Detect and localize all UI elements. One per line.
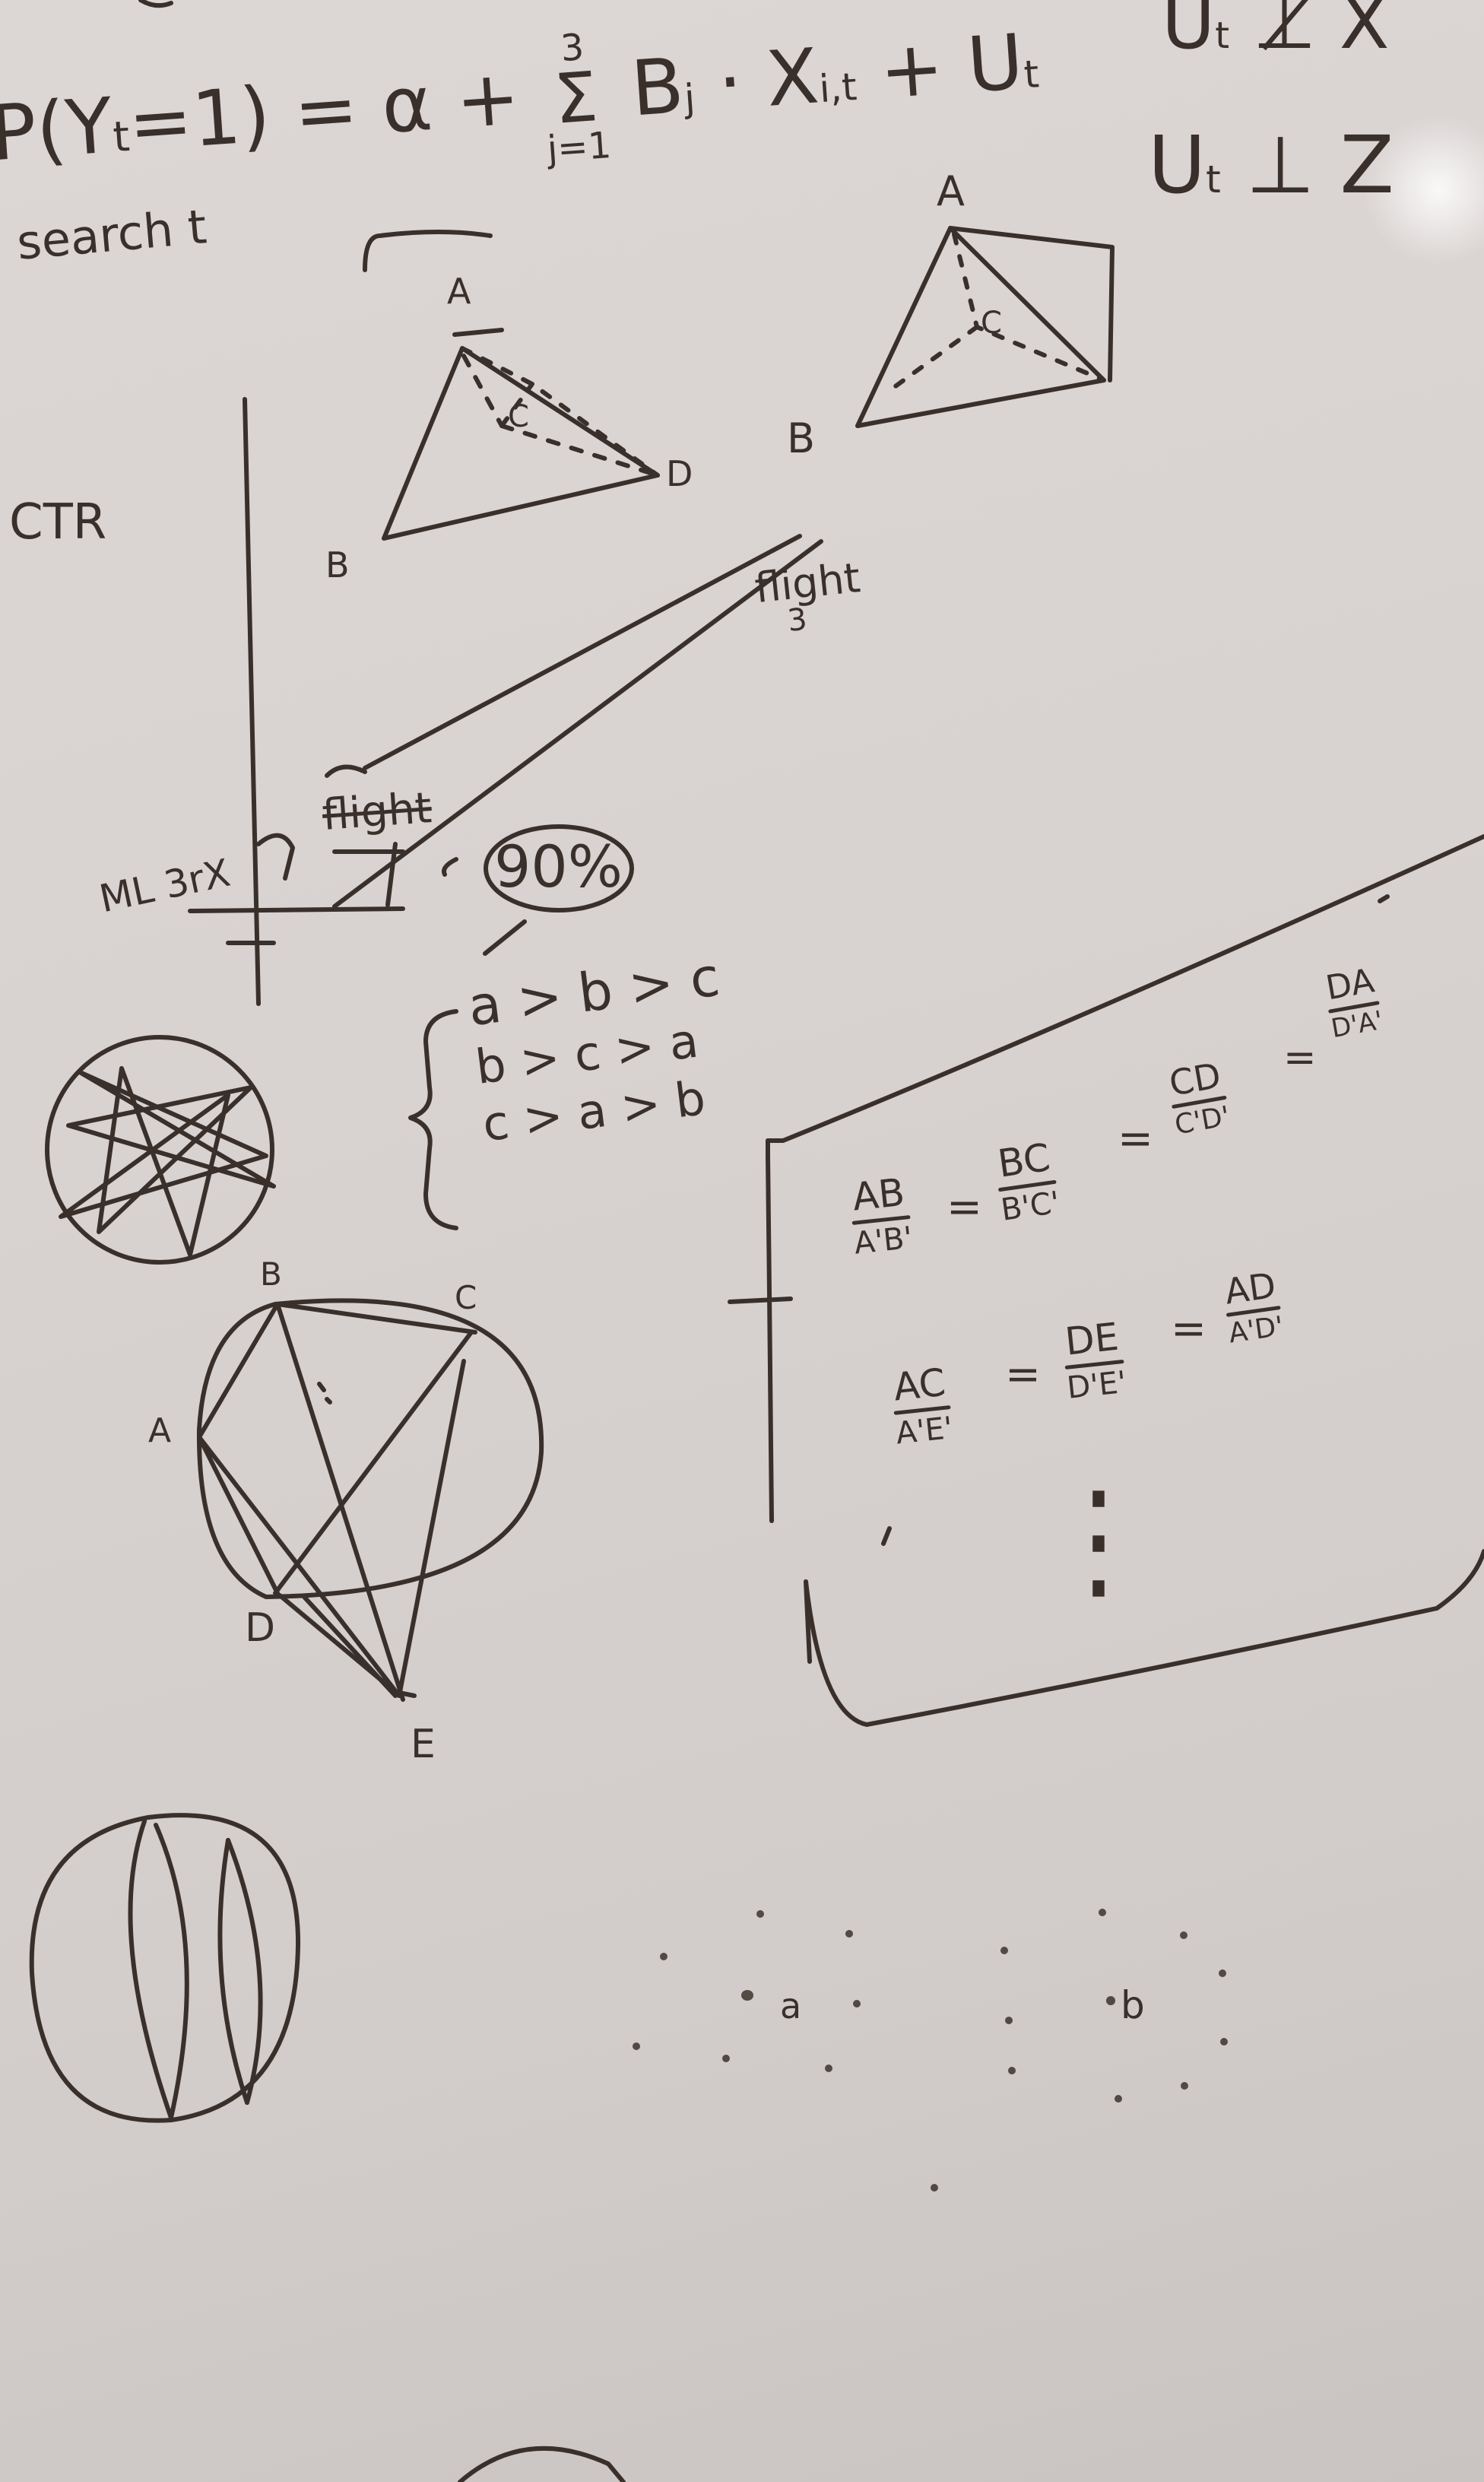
ut-independent: Ut ⊥ Z [1148,125,1394,205]
ratio-equals-2: = [1118,1114,1153,1163]
cluster-label-a: a [780,1985,802,2027]
ratio-bc: BC B'C' [992,1135,1062,1228]
ratio-ad-num: AD [1222,1264,1279,1312]
preference-brace [408,1009,458,1230]
ut-not-independent-relation: ⊥̸ X [1252,0,1390,65]
cropped-stroke [138,0,173,8]
ratio-ac: AC A'E' [889,1360,955,1452]
sum-lower-limit: j=1 [546,124,613,171]
tri1-label-b: B [325,544,350,586]
percent-circle [484,824,634,912]
circle-label-a: A [148,1411,172,1450]
ut-not-independent-u: U [1162,0,1216,65]
equation-beta-subscript: j [683,75,697,121]
ratio-ac-den: A'E' [894,1410,955,1452]
equation-x: X [763,31,822,124]
ut-not-independent-subscript: t [1215,14,1230,57]
ratio-de: DE D'E' [1061,1314,1128,1406]
tri1-label-a: A [447,271,471,312]
ratio-ab: AB A'B' [848,1170,915,1262]
tri1-label-d: D [666,453,693,494]
circle-chords-diagram [196,1298,544,1702]
ratio-equals-3: = [1283,1035,1317,1081]
ut-independent-subscript: t [1206,157,1221,202]
equation-sum: 3 Σ j=1 [539,26,613,171]
circle-label-c: C [455,1279,477,1316]
preference-list: a > b > c b > c > a c > a > b [465,946,737,1153]
equation-error-subscript: t [1022,52,1041,97]
equation-lhs: P(Y [0,81,116,179]
ratio-cd-num: CD [1165,1054,1224,1104]
top-bracket [363,230,493,272]
light-glare [1362,114,1484,266]
circle-label-d: D [245,1605,276,1651]
equation-dot: · [715,36,746,128]
ratio-bc-den: B'C' [998,1185,1062,1228]
vertical-ellipsis: ⋮ [1042,1463,1156,1617]
tri2-label-d: D [988,319,989,320]
ctr-label: CTR [9,494,107,551]
ratio-ad: AD A'D' [1220,1264,1286,1350]
ratio-da-num: DA [1323,961,1378,1008]
percent-label: 90% [494,833,623,900]
bottom-partial-circle [458,2446,626,2482]
flight-label-lower: flight [320,783,433,840]
tri1-label-c: C [508,399,529,434]
ratio-ab-num: AB [850,1170,907,1220]
circle-label-b: B [260,1255,282,1293]
circle-vertical-curves [29,1813,301,2123]
equation-alpha: = α + [290,52,523,157]
equation-x-subscript: i,t [817,64,858,112]
ratio-equals-5: = [1171,1304,1207,1354]
ratio-equals-1: = [947,1182,982,1232]
tri2-label-b: B [787,414,816,462]
flight-label-upper-text: flight [752,554,863,613]
ut-independent-relation: ⊥ Z [1245,119,1394,211]
tri2-label-c: C [981,306,1002,341]
ratio-de-num: DE [1063,1314,1121,1364]
sum-symbol: Σ [551,56,601,140]
ctr-axes [188,397,405,1006]
equation-error: + U [877,17,1026,116]
percent-circle-tail [483,919,527,956]
ratio-bc-num: BC [994,1135,1053,1186]
ut-not-independent: Ut ⊥̸ X [1162,0,1390,59]
tetrahedron-left [382,328,660,541]
circle-label-e: E [411,1722,436,1767]
flight-lines [256,534,823,909]
flight-label-upper: flight 3 [752,554,865,640]
ratio-box [728,834,1484,1727]
tri2-label-a: A [937,167,965,215]
tetrahedron-right [855,226,1115,428]
equation-beta: B [628,40,687,134]
circle-star-doodle [45,1035,276,1265]
ratio-ac-num: AC [891,1360,948,1410]
ut-independent-u: U [1148,119,1207,211]
ratio-equals-4: = [1005,1350,1041,1399]
ratio-de-den: D'E' [1065,1364,1128,1406]
cluster-label-b: b [1121,1983,1145,2027]
ratio-ab-den: A'B' [852,1220,915,1262]
equation-lhs-condition: =1) [125,69,274,169]
